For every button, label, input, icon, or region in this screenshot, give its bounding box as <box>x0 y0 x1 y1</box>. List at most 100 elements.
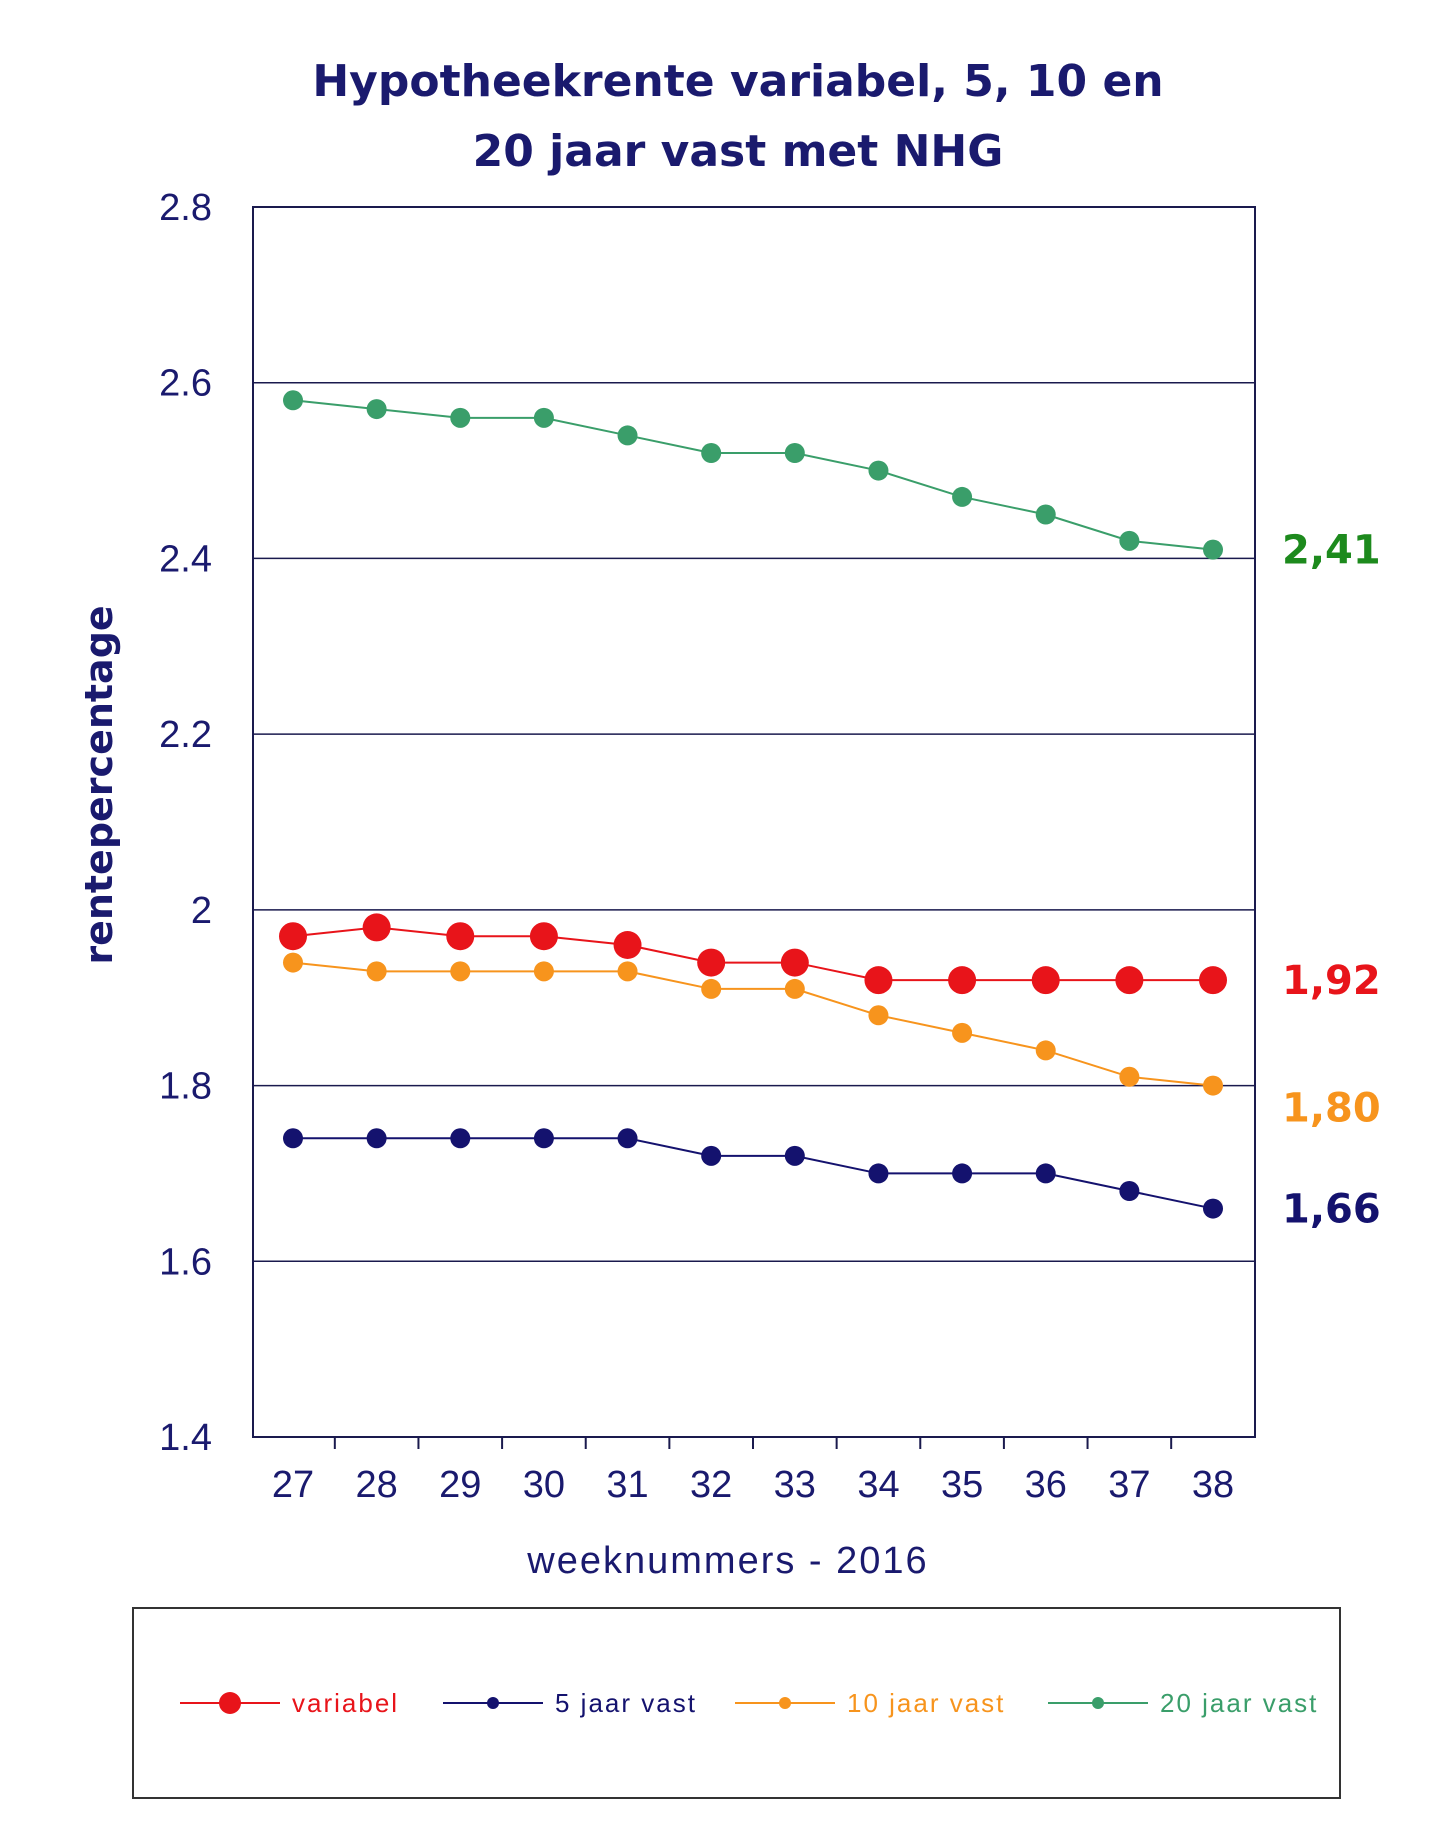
data-point <box>533 1128 554 1149</box>
data-point <box>1119 1066 1140 1087</box>
legend-item: 10 jaar vast <box>735 1688 1005 1718</box>
legend-item: 20 jaar vast <box>1048 1688 1318 1718</box>
x-tick-label: 28 <box>355 1464 397 1506</box>
data-point <box>1119 530 1140 551</box>
y-tick-label: 1.8 <box>159 1066 212 1108</box>
x-tick-label: 32 <box>690 1464 732 1506</box>
x-axis-title: weeknummers - 2016 <box>526 1540 928 1582</box>
y-tick-label: 2.4 <box>159 538 212 580</box>
x-axis-ticks: 27 28 29 30 31 32 33 34 35 36 37 38 <box>272 1437 1234 1506</box>
data-point <box>1203 1075 1223 1096</box>
x-tick-label: 34 <box>857 1464 899 1506</box>
data-point <box>780 948 809 977</box>
end-value-label: 1,80 <box>1282 1086 1381 1132</box>
data-point <box>784 443 805 463</box>
y-axis-ticks: 2.8 2.6 2.4 2.2 2 1.8 1.6 1.4 <box>159 187 212 1459</box>
data-point <box>952 1022 973 1043</box>
legend-label: 5 jaar vast <box>555 1688 697 1718</box>
end-value-label: 1,66 <box>1282 1187 1381 1233</box>
series-line <box>293 1137 1214 1210</box>
legend-label: 10 jaar vast <box>847 1688 1005 1718</box>
y-tick-label: 2.6 <box>159 363 212 405</box>
data-point <box>868 1163 889 1184</box>
data-point <box>533 407 554 428</box>
series-line <box>292 399 1214 551</box>
x-tick-label: 31 <box>606 1464 648 1506</box>
data-point <box>283 390 303 411</box>
chart-title-line-1: Hypotheekrente variabel, 5, 10 en <box>312 56 1163 107</box>
plot-area <box>252 206 1256 1438</box>
chart-title-line-2: 20 jaar vast met NHG <box>473 126 1004 177</box>
y-tick-label: 1.6 <box>159 1241 212 1283</box>
data-point <box>366 961 387 982</box>
y-tick-label: 2.8 <box>159 187 212 229</box>
data-point <box>1199 966 1227 995</box>
series-10-jaar-vast <box>283 952 1223 1096</box>
data-point <box>701 443 722 463</box>
legend-label: 20 jaar vast <box>1160 1688 1318 1718</box>
legend-label: variabel <box>292 1688 399 1718</box>
data-point <box>1035 1040 1056 1061</box>
y-tick-label: 1.4 <box>159 1417 212 1459</box>
series-variabel <box>279 913 1227 995</box>
series-group <box>279 390 1227 1219</box>
x-tick-label: 37 <box>1108 1464 1150 1506</box>
legend-marker <box>1092 1697 1104 1709</box>
data-point <box>366 399 387 420</box>
y-tick-label: 2.2 <box>159 714 212 756</box>
data-point <box>1031 966 1060 995</box>
x-tick-label: 35 <box>941 1464 983 1506</box>
gridlines <box>253 381 1255 1263</box>
data-point <box>701 1145 722 1166</box>
data-point <box>1115 966 1144 995</box>
data-point <box>450 1128 471 1149</box>
data-point <box>529 922 558 951</box>
end-labels: 1,92 1,66 1,80 2,41 <box>1282 528 1381 1233</box>
data-point <box>283 1128 303 1149</box>
x-tick-label: 27 <box>272 1464 314 1506</box>
data-point <box>617 1128 638 1149</box>
legend: variabel 5 jaar vast 10 jaar vast 20 jaar v… <box>180 1688 1318 1718</box>
data-point <box>701 978 722 999</box>
y-tick-label: 2 <box>191 890 212 932</box>
x-tick-label: 29 <box>439 1464 481 1506</box>
data-point <box>697 948 726 977</box>
data-point <box>1119 1181 1140 1201</box>
data-point <box>868 1005 889 1026</box>
x-tick-label: 30 <box>523 1464 565 1506</box>
legend-marker <box>779 1697 791 1709</box>
data-point <box>283 952 303 973</box>
y-axis-title: rentepercentage <box>77 605 121 964</box>
data-point <box>868 460 889 481</box>
data-point <box>952 1163 973 1184</box>
series-20-jaar-vast <box>283 390 1223 560</box>
end-value-label: 2,41 <box>1282 528 1381 574</box>
data-point <box>952 486 973 507</box>
x-tick-label: 38 <box>1192 1464 1234 1506</box>
data-point <box>1035 504 1056 525</box>
data-point <box>279 922 307 951</box>
series-line <box>292 961 1214 1087</box>
data-point <box>617 425 638 446</box>
end-value-label: 1,92 <box>1282 958 1381 1004</box>
data-point <box>366 1128 387 1149</box>
data-point <box>1203 1198 1223 1219</box>
series-5-jaar-vast <box>283 1128 1223 1219</box>
data-point <box>617 961 638 982</box>
data-point <box>948 966 977 995</box>
data-point <box>362 913 391 942</box>
data-point <box>450 961 471 982</box>
data-point <box>446 922 475 951</box>
x-tick-label: 33 <box>774 1464 816 1506</box>
data-point <box>1035 1163 1056 1184</box>
data-point <box>864 966 893 995</box>
x-tick-label: 36 <box>1025 1464 1067 1506</box>
legend-item: 5 jaar vast <box>443 1688 697 1718</box>
data-point <box>1203 539 1223 560</box>
legend-item: variabel <box>180 1688 399 1718</box>
data-point <box>784 978 805 999</box>
data-point <box>784 1145 805 1166</box>
legend-marker <box>487 1697 499 1709</box>
data-point <box>450 407 471 428</box>
